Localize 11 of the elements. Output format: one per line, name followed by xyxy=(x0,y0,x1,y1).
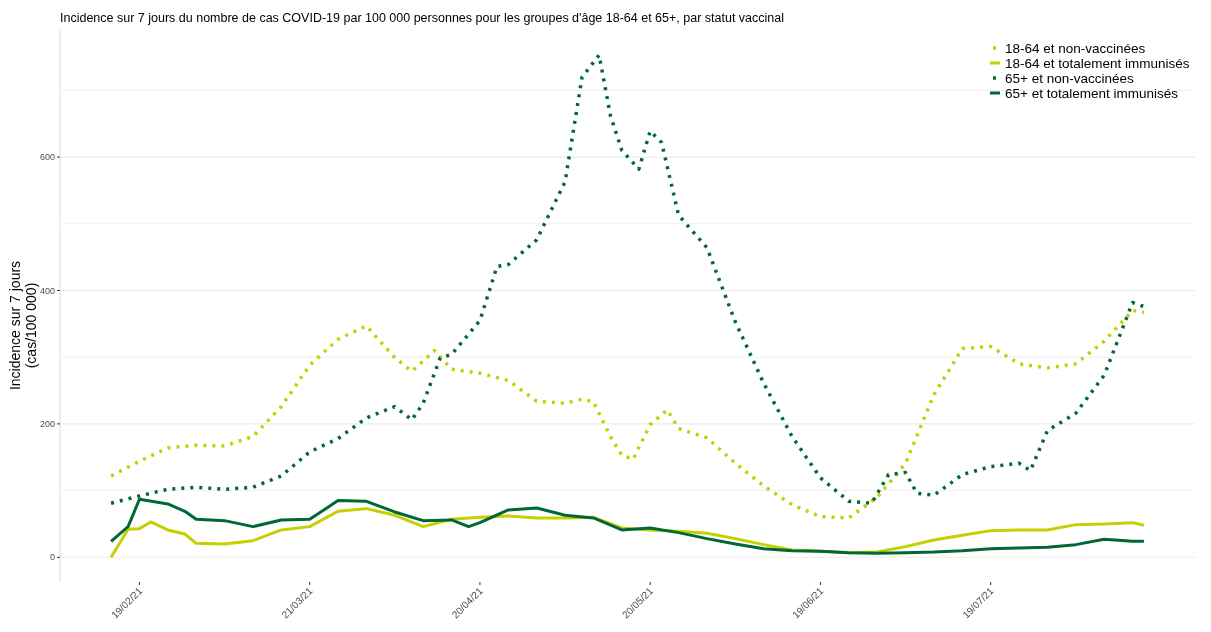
y-tick-label: 600 xyxy=(39,152,55,163)
legend-label: 65+ et totalement immunisés xyxy=(1005,85,1179,101)
y-axis-title: Incidence sur 7 jours (cas/100 000) xyxy=(7,260,39,391)
y-tick-label: 0 xyxy=(49,552,55,563)
legend-label: 18-64 et non-vaccinées xyxy=(1005,40,1146,56)
y-tick-label: 200 xyxy=(39,419,55,430)
legend-label: 18-64 et totalement immunisés xyxy=(1005,55,1190,71)
line-series xyxy=(109,308,1146,520)
chart-title: Incidence sur 7 jours du nombre de cas COVID-19 par 100 000 personnes pour les groupes d'âge 18-64 et 65+, par statut vaccinal xyxy=(60,11,785,25)
legend-label: 65+ et non-vaccinées xyxy=(1005,70,1134,86)
y-tick-label: 400 xyxy=(39,285,55,296)
